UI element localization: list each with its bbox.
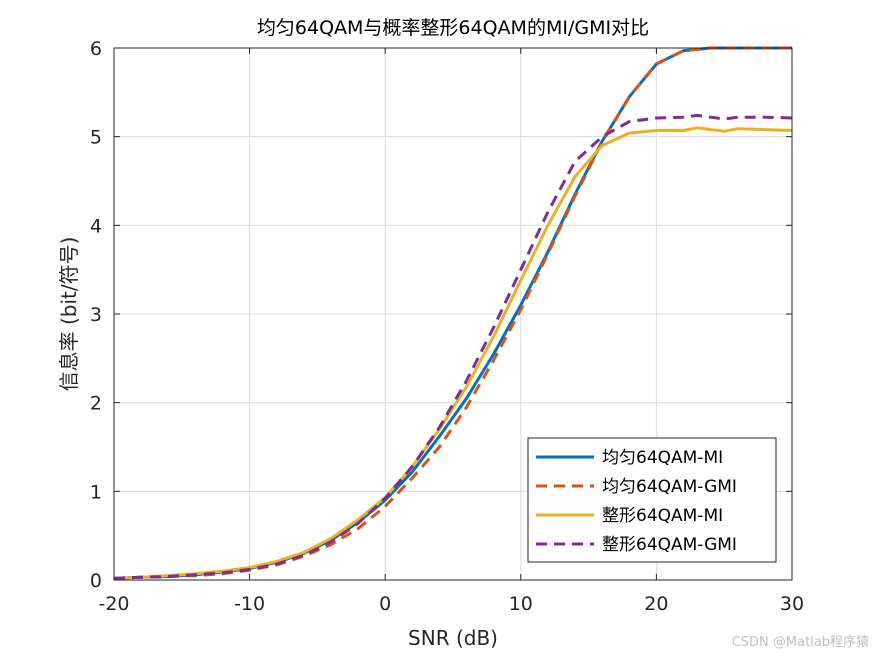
y-tick-label: 3 xyxy=(90,304,102,326)
legend: 均匀64QAM-MI 均匀64QAM-GMI 整形64QAM-MI 整形64QAM-G… xyxy=(527,437,777,563)
y-tick-label: 1 xyxy=(90,481,102,503)
y-axis-title: 信息率 (bit/符号) xyxy=(57,237,81,392)
series-layer xyxy=(113,46,793,580)
x-axis-title: SNR (dB) xyxy=(408,626,498,650)
series-line-3 xyxy=(113,126,793,580)
legend-box xyxy=(527,437,777,563)
x-tick-label: -10 xyxy=(234,593,265,615)
legend-label: 整形64QAM-GMI xyxy=(602,535,737,555)
legend-label: 均匀64QAM-MI xyxy=(602,448,723,468)
legend-label: 均匀64QAM-GMI xyxy=(602,477,737,497)
x-tick-label: 30 xyxy=(780,593,804,615)
y-tick-label: 0 xyxy=(90,570,102,592)
y-tick-label: 5 xyxy=(90,127,102,149)
legend-label: 整形64QAM-MI xyxy=(602,506,723,526)
watermark: CSDN @Matlab程序猿 xyxy=(731,635,869,650)
grid xyxy=(114,48,792,580)
x-tick-label: 0 xyxy=(379,593,391,615)
x-tick-label: 20 xyxy=(644,593,668,615)
axis-ticks: -20 -10 0 10 20 30 0 1 2 3 4 5 6 xyxy=(90,38,804,615)
y-tick-label: 6 xyxy=(90,38,102,60)
x-tick-label: 10 xyxy=(509,593,533,615)
x-tick-label: -20 xyxy=(98,593,129,615)
chart-title: 均匀64QAM与概率整形64QAM的MI/GMI对比 xyxy=(257,17,649,39)
y-tick-label: 4 xyxy=(90,215,102,237)
y-tick-label: 2 xyxy=(90,393,102,415)
